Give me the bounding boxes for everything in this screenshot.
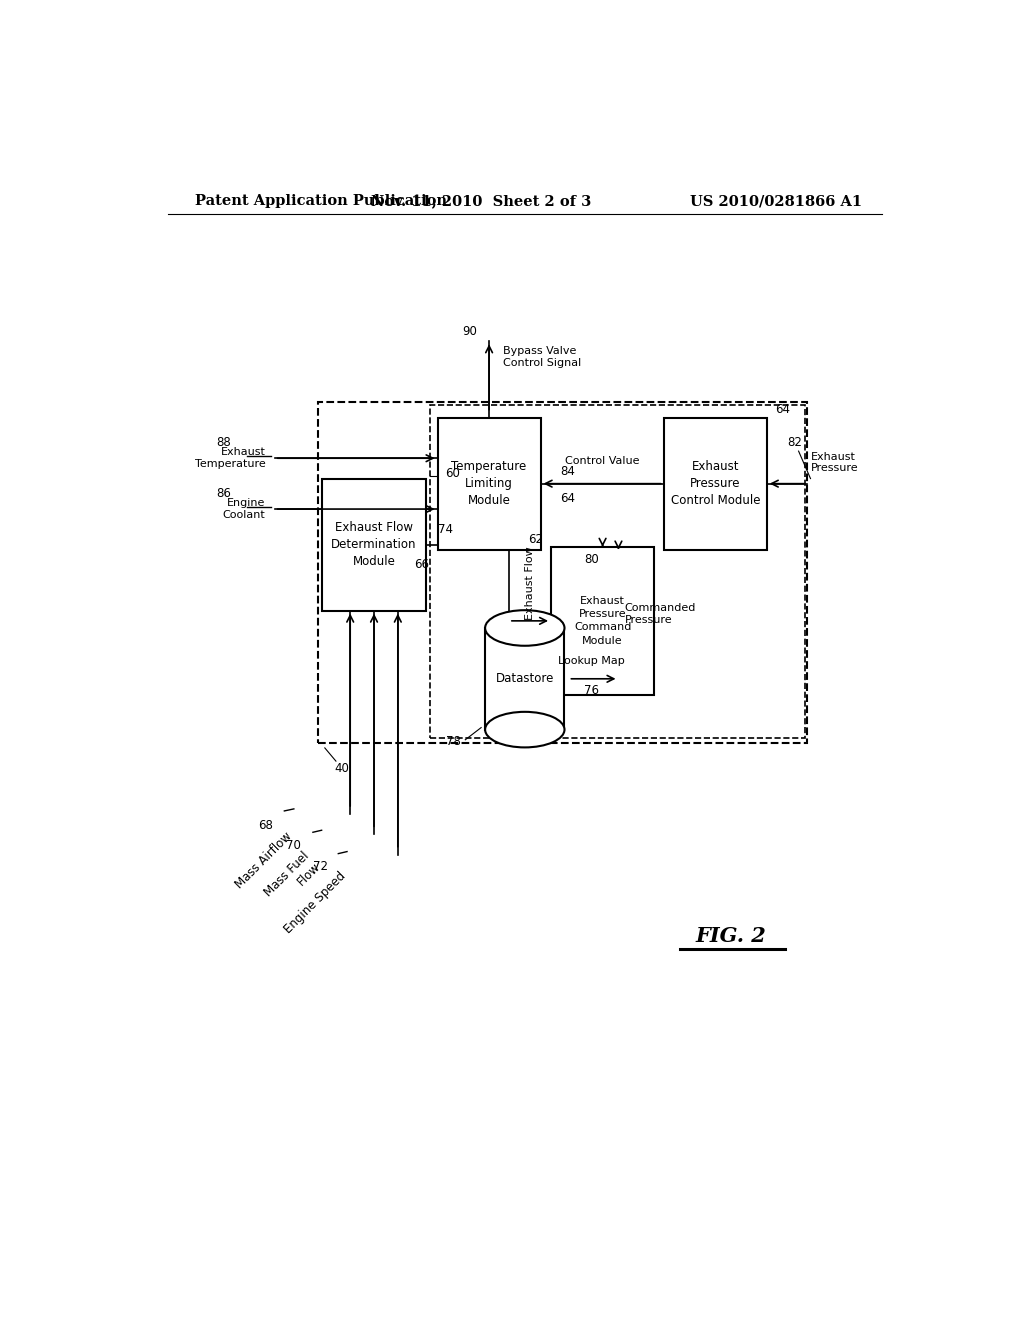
Text: 70: 70 — [286, 840, 301, 853]
Text: Engine Speed: Engine Speed — [282, 870, 348, 936]
Text: 62: 62 — [528, 532, 543, 545]
Text: FIG. 2: FIG. 2 — [695, 925, 767, 946]
Text: 66: 66 — [415, 558, 430, 572]
Bar — [664, 417, 767, 549]
Text: Nov. 11, 2010  Sheet 2 of 3: Nov. 11, 2010 Sheet 2 of 3 — [371, 194, 591, 209]
Text: 72: 72 — [313, 859, 328, 873]
Text: Exhaust
Temperature: Exhaust Temperature — [195, 447, 265, 469]
Text: 76: 76 — [584, 685, 598, 697]
Bar — [318, 403, 807, 743]
Text: 64: 64 — [560, 492, 575, 506]
Text: Exhaust Flow: Exhaust Flow — [524, 546, 535, 619]
Text: Mass Fuel
Flow: Mass Fuel Flow — [262, 850, 323, 909]
Text: Mass Airflow: Mass Airflow — [233, 829, 295, 891]
Text: 90: 90 — [462, 325, 477, 338]
Text: Commanded
Pressure: Commanded Pressure — [625, 603, 696, 626]
Text: 60: 60 — [445, 467, 461, 480]
Text: Exhaust Flow
Determination
Module: Exhaust Flow Determination Module — [332, 521, 417, 568]
Text: 74: 74 — [438, 523, 453, 536]
Text: Exhaust
Pressure
Control Module: Exhaust Pressure Control Module — [671, 461, 760, 507]
Text: Engine
Coolant: Engine Coolant — [222, 498, 265, 520]
Bar — [551, 548, 654, 694]
Bar — [430, 405, 805, 738]
Text: Bypass Valve
Control Signal: Bypass Valve Control Signal — [504, 346, 582, 368]
Bar — [485, 628, 564, 730]
Ellipse shape — [485, 711, 564, 747]
Text: 88: 88 — [216, 437, 231, 450]
Text: Temperature
Limiting
Module: Temperature Limiting Module — [452, 461, 526, 507]
Text: Control Value: Control Value — [565, 457, 639, 466]
Text: US 2010/0281866 A1: US 2010/0281866 A1 — [690, 194, 862, 209]
Text: Exhaust
Pressure: Exhaust Pressure — [811, 451, 858, 474]
Ellipse shape — [485, 610, 564, 645]
Text: 64: 64 — [775, 403, 790, 416]
Text: Patent Application Publication: Patent Application Publication — [196, 194, 447, 209]
Text: Lookup Map: Lookup Map — [558, 656, 625, 665]
Text: 68: 68 — [258, 818, 273, 832]
Text: Exhaust
Pressure
Command
Module: Exhaust Pressure Command Module — [573, 597, 631, 645]
Text: 86: 86 — [216, 487, 231, 500]
Text: 82: 82 — [787, 437, 803, 450]
Text: 78: 78 — [446, 735, 462, 748]
Bar — [323, 479, 426, 611]
Bar — [437, 417, 541, 549]
Text: 40: 40 — [334, 762, 349, 775]
Text: Datastore: Datastore — [496, 672, 554, 685]
Text: 80: 80 — [584, 553, 599, 566]
Text: 84: 84 — [560, 465, 575, 478]
